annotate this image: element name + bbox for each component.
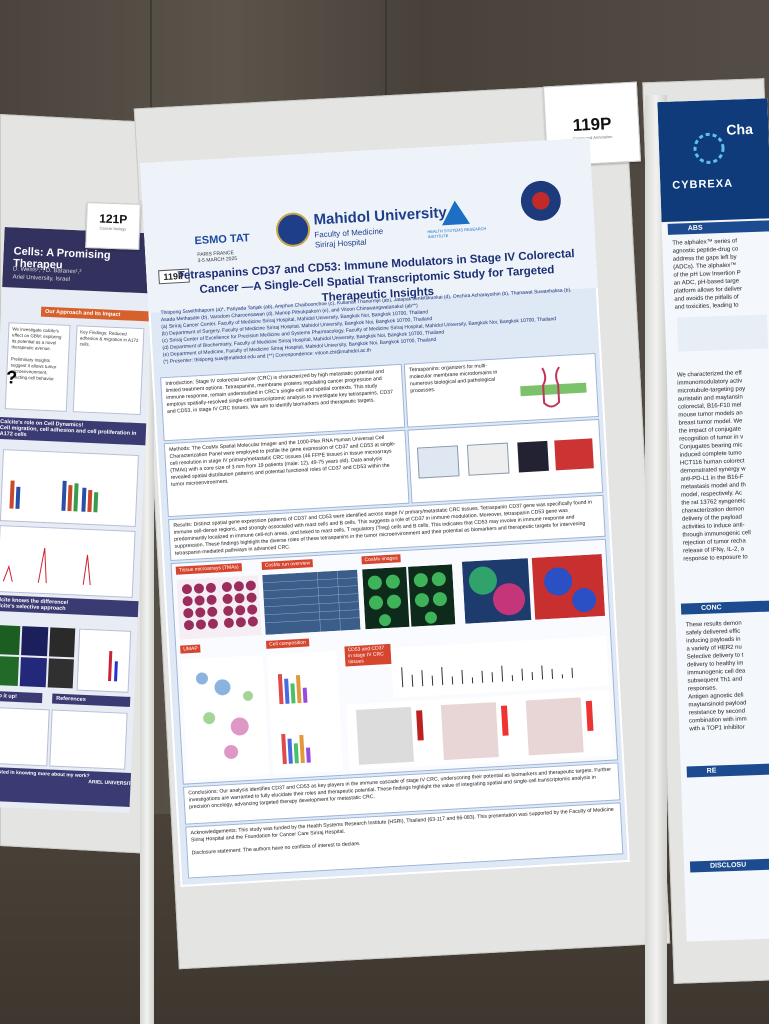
right-section-references: RE — [686, 762, 769, 778]
cell-map-images — [461, 553, 606, 624]
umap-plot — [180, 655, 270, 780]
left-footer: Interested in knowing more about my work… — [0, 766, 140, 808]
left-refs-box — [49, 709, 128, 770]
intro-text: Introduction: Stage IV colorectal cancer… — [165, 368, 394, 416]
cybrexa-logo-icon — [693, 132, 725, 164]
left-mini-chart-svg — [108, 650, 118, 682]
left-tag-sub: Cancer biology — [99, 225, 127, 232]
tma-cores-image — [176, 575, 262, 640]
left-poster: Cells: A Promising Therapeu D. Weiss¹,²,… — [0, 227, 155, 813]
panel-label-cosmx-run: CosMx run overview — [261, 559, 314, 570]
left-histogram-panel — [0, 525, 136, 598]
membrane-diagram — [520, 366, 587, 408]
tetraspanin-note-section: Tetraspanins: organizers for multi-molec… — [403, 353, 599, 428]
right-section-conclusions: CONC — [680, 599, 769, 615]
left-question-mark: ? — [5, 367, 18, 388]
board-post — [645, 95, 667, 1024]
left-section-wrap: Wrap it up! — [0, 690, 43, 704]
panel-label-cd53-cd37: CD53 and CD37 in stage IV CRC tissues — [344, 643, 392, 667]
workflow-figure — [407, 418, 604, 504]
left-mini-chart — [76, 628, 132, 693]
left-key-findings: Key Findings: Reduced adhesion & migrati… — [79, 329, 139, 347]
left-findings-box: Key Findings: Reduced adhesion & migrati… — [72, 325, 145, 416]
left-section-dynamics: Calcite's role on Cell Dynamics! Cell mi… — [0, 416, 155, 446]
cell-composition-bars — [266, 650, 344, 775]
cosmx-fluor-images — [362, 564, 456, 630]
left-bar-chart — [0, 449, 139, 528]
spatial-expression-maps — [345, 689, 613, 771]
center-poster: ESMO TAT PARIS FRANCE 3-5 MARCH 2025 Mah… — [140, 138, 630, 887]
methods-text: Methods: The CosMx Spatial Molecular Ima… — [169, 434, 396, 488]
left-microscopy-grid — [0, 624, 76, 689]
cosmx-run-table — [262, 569, 361, 635]
faculty-name: Faculty of Medicine Siriraj Hospital — [314, 227, 384, 251]
panel-label-cosmx-images: CosMx images — [361, 554, 401, 565]
gene-expression-bars — [390, 635, 610, 698]
left-wrap-box — [0, 706, 50, 767]
right-figure — [676, 314, 769, 352]
right-conclusions-text: These results demon safely delivered effi… — [686, 618, 769, 733]
left-section-refs: References — [51, 693, 131, 707]
right-poster: Cha CYBREXA ABS The alphalex™ series of a… — [657, 98, 769, 942]
left-bullet-1: We investigate calcite's effect on GBM; … — [11, 326, 62, 352]
left-section-approach: Our Approach and its Impact — [40, 306, 150, 322]
tetraspanin-note-text: Tetraspanins: organizers for multi-molec… — [408, 363, 498, 395]
panel-label-umap: UMAP — [180, 644, 201, 654]
right-abstract-text: The alphalex™ series of agnostic peptide-… — [672, 236, 769, 311]
introduction-section: Introduction: Stage IV colorectal cancer… — [160, 363, 406, 442]
right-poster-header: Cha CYBREXA — [657, 98, 769, 223]
workflow-svg — [416, 438, 594, 479]
panel-label-cell-composition: Cell composition — [265, 638, 310, 649]
right-title-fragment: Cha — [726, 120, 754, 138]
figures-section: Tissue microarrays (TMAs) CosMx run over… — [170, 538, 619, 785]
hsri-triangle-icon — [440, 199, 471, 226]
left-bar-chart-svg — [9, 480, 99, 513]
methods-section: Methods: The CosMx Spatial Molecular Ima… — [163, 429, 410, 518]
left-poster-authors: D. Weiss¹,², D. Baranes¹,² Ariel Univers… — [12, 265, 81, 284]
cybrexa-brand: CYBREXA — [672, 177, 734, 192]
left-histogram-svg — [2, 547, 91, 586]
right-section-abstract: ABS — [667, 219, 769, 235]
right-section-disclosure: DISCLOSU — [689, 856, 769, 873]
left-poster-number-tag: 121P Cancer biology — [85, 202, 141, 250]
right-body-text: We characterized the eff immunomodulatory… — [677, 368, 769, 563]
panel-label-tma: Tissue microarrays (TMAs) — [175, 563, 242, 575]
